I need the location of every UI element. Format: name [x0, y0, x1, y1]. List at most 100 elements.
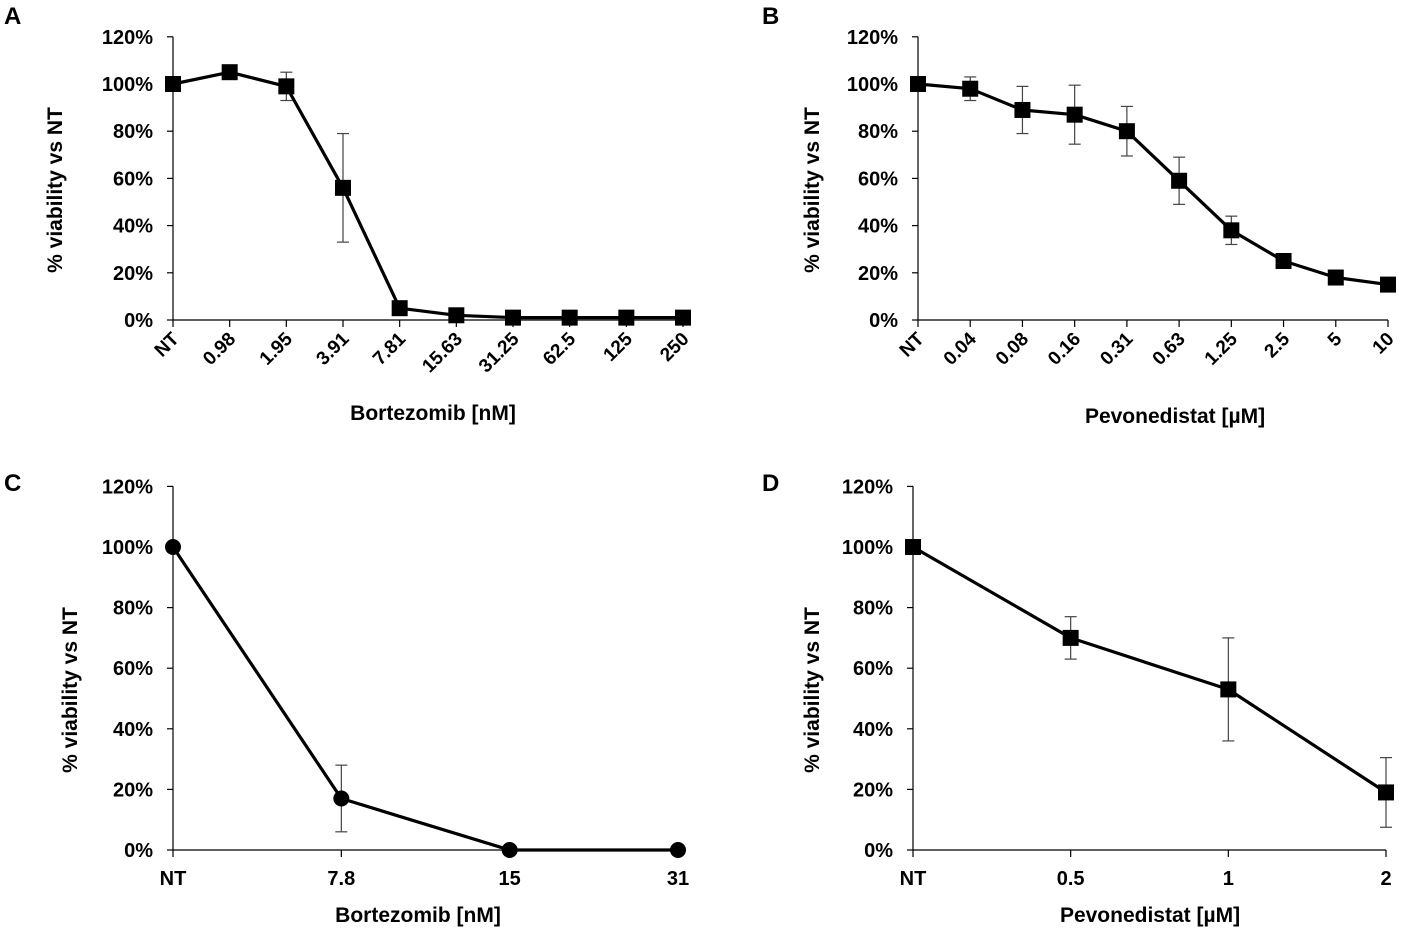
x-tick-label: 7.81: [369, 328, 410, 369]
chart-panel-b: B 0% 20% 40% 60% 80% 100% 120% NT 0.04 0.08 0.16 0.3…: [762, 3, 1399, 428]
y-tick-label: 60%: [113, 168, 153, 190]
y-axis-title: % viability vs NT: [59, 607, 82, 773]
x-tick-label: 31.25: [475, 328, 524, 377]
data-point: [1171, 172, 1188, 189]
x-tick-label: NT: [151, 328, 184, 361]
data-point: [448, 307, 465, 324]
y-tick-label: 0%: [124, 840, 153, 862]
x-axis-title: Pevonedistat [µM]: [1085, 405, 1265, 428]
data-point: [1380, 276, 1396, 293]
data-point: [1378, 784, 1394, 801]
data-point: [165, 539, 181, 555]
y-tick-label: 100%: [842, 537, 893, 559]
y-tick-label: 120%: [102, 476, 153, 498]
data-point: [165, 76, 181, 92]
y-tick-label: 60%: [853, 658, 893, 680]
x-tick-label: 1: [1223, 868, 1234, 890]
y-tick-label: 60%: [113, 658, 153, 680]
x-tick-label: 5: [1324, 328, 1347, 351]
y-tick-label: 0%: [864, 840, 893, 862]
x-tick-label: 250: [656, 329, 693, 366]
y-tick-label: 0%: [124, 310, 153, 332]
y-axis-title: % viability vs NT: [801, 107, 824, 273]
y-tick-label: 120%: [102, 27, 153, 49]
data-point: [221, 64, 238, 81]
y-tick-label: 20%: [858, 263, 898, 285]
x-tick-label: 125: [600, 328, 638, 366]
data-point: [1220, 681, 1237, 698]
data-point: [675, 309, 691, 326]
y-tick-label: 80%: [113, 598, 153, 620]
x-tick-label: NT: [900, 868, 927, 890]
chart-panel-c: C 0% 20% 40% 60% 80% 100% 120% NT 7.8 15 31 % viabil…: [4, 470, 689, 927]
x-tick-label: 31: [667, 868, 689, 890]
series-line: [912, 545, 1387, 794]
data-point: [278, 78, 295, 95]
chart-panel-d: D 0% 20% 40% 60% 80% 100% 120% NT 0.5 1 2 % viabilit…: [762, 470, 1394, 927]
x-tick-label: 0.16: [1044, 329, 1085, 370]
panel-letter: B: [762, 3, 779, 30]
x-tick-label: NT: [896, 328, 929, 361]
x-axis-title: Bortezomib [nM]: [335, 904, 501, 927]
x-tick-label: 0.31: [1096, 328, 1137, 369]
data-point: [561, 309, 578, 326]
data-point: [1062, 629, 1079, 646]
y-tick-label: 80%: [858, 121, 898, 143]
y-tick-label: 100%: [847, 74, 898, 96]
y-tick-label: 40%: [113, 719, 153, 741]
series-line: [172, 70, 683, 320]
y-axis-title: % viability vs NT: [801, 607, 824, 773]
y-tick-label: 0%: [869, 310, 898, 332]
y-tick-label: 20%: [113, 779, 153, 801]
data-point: [670, 842, 686, 858]
x-axis-title: Pevonedistat [µM]: [1060, 904, 1240, 927]
x-tick-label: 1.25: [1201, 328, 1242, 369]
data-point: [905, 539, 921, 555]
y-tick-label: 120%: [842, 476, 893, 498]
y-tick-label: 20%: [113, 263, 153, 285]
data-point: [1118, 123, 1135, 140]
x-tick-label: 0.63: [1149, 329, 1190, 370]
y-tick-label: 100%: [102, 74, 153, 96]
y-tick-label: 60%: [858, 168, 898, 190]
panel-letter: D: [762, 470, 779, 497]
panel-letter: C: [4, 470, 21, 497]
y-tick-label: 120%: [847, 27, 898, 49]
data-point: [335, 179, 351, 196]
x-tick-label: 15.63: [418, 329, 466, 377]
y-tick-label: 80%: [113, 121, 153, 143]
data-point: [391, 300, 408, 317]
x-tick-label: NT: [160, 868, 187, 890]
y-tick-label: 20%: [853, 779, 893, 801]
x-tick-label: 10: [1369, 329, 1399, 359]
x-tick-label: 3.91: [313, 328, 354, 369]
data-point: [1066, 106, 1083, 123]
x-tick-label: 7.8: [327, 868, 355, 890]
x-tick-label: 2.5: [1261, 328, 1295, 362]
y-tick-label: 40%: [853, 719, 893, 741]
data-point: [1223, 222, 1240, 239]
x-tick-label: 0.98: [199, 329, 240, 370]
series-line: [171, 546, 678, 852]
data-point: [505, 309, 521, 326]
data-point: [501, 842, 518, 858]
y-tick-label: 40%: [113, 216, 153, 238]
data-point: [1014, 101, 1031, 118]
y-tick-label: 40%: [858, 216, 898, 238]
x-tick-label: 62.5: [539, 328, 580, 369]
y-tick-label: 80%: [853, 598, 893, 620]
data-point: [333, 790, 350, 807]
series-line: [917, 82, 1389, 287]
data-point: [1275, 253, 1292, 269]
x-tick-label: 0.08: [992, 329, 1033, 370]
data-point: [962, 80, 979, 97]
y-tick-label: 100%: [102, 537, 153, 559]
x-tick-label: 0.5: [1057, 868, 1085, 890]
x-tick-label: 1.95: [256, 328, 297, 369]
x-tick-label: 15: [499, 868, 521, 890]
x-tick-label: 2: [1380, 868, 1391, 890]
x-tick-label: 0.04: [940, 328, 981, 369]
chart-panel-a: A 0% 20% 40% 60% 80% 100% 120% NT 0.98 1.95 3.91 7.8…: [4, 3, 694, 425]
data-point: [1327, 269, 1344, 286]
